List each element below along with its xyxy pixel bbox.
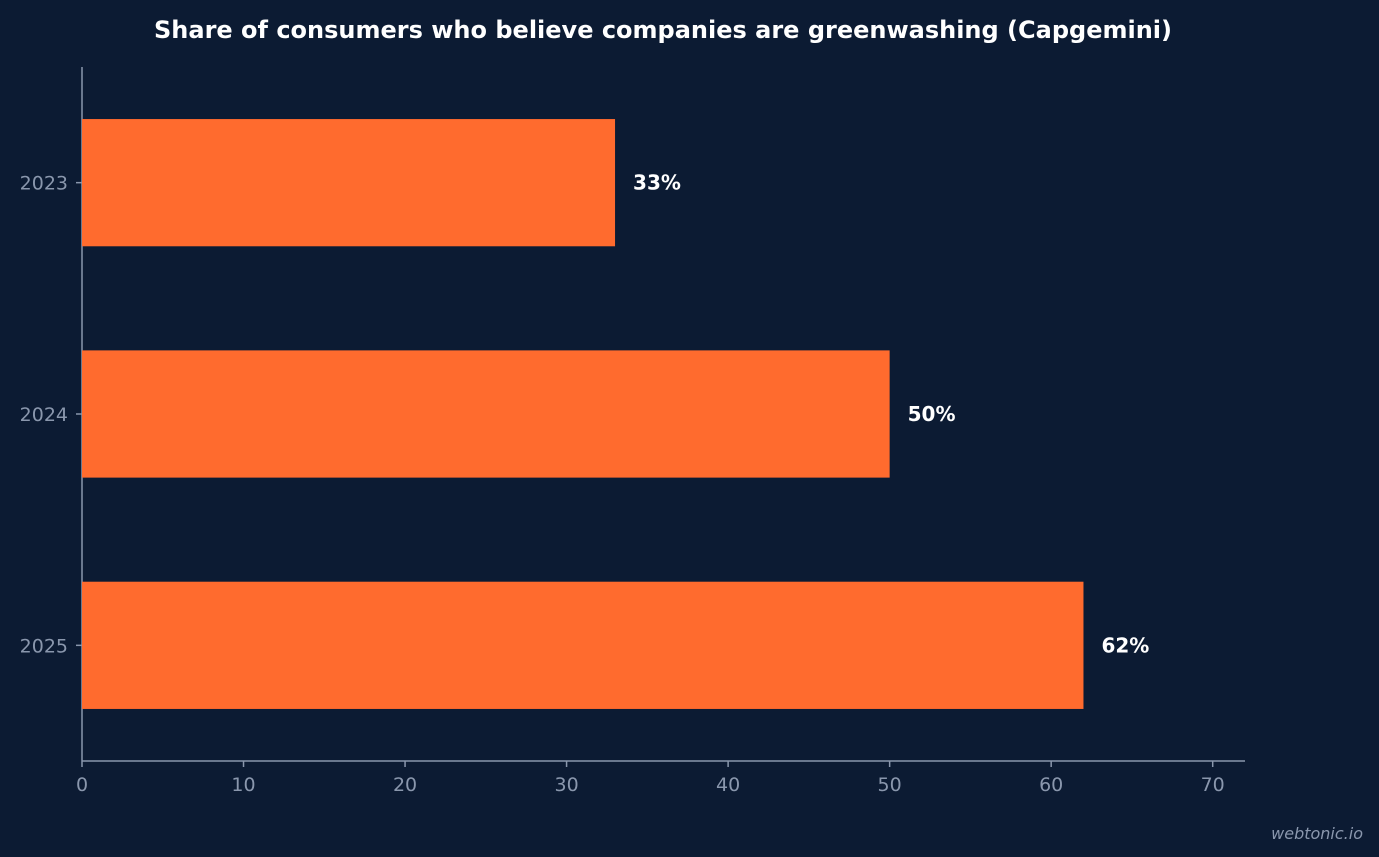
bar-2023 <box>82 119 616 247</box>
x-tick-label-60: 60 <box>1039 774 1063 796</box>
x-tick-label-10: 10 <box>231 774 255 796</box>
bars-layer: 33% 50% 62% <box>82 119 1149 709</box>
bar-2024 <box>82 350 890 478</box>
y-ticks-layer: 2023 2024 2025 <box>20 173 82 657</box>
y-tick-label-2023: 2023 <box>20 173 68 195</box>
x-tick-label-20: 20 <box>393 774 417 796</box>
x-tick-label-30: 30 <box>554 774 578 796</box>
x-tick-label-70: 70 <box>1201 774 1225 796</box>
watermark-text: webtonic.io <box>1271 824 1363 843</box>
x-tick-label-50: 50 <box>878 774 902 796</box>
chart-title: Share of consumers who believe companies… <box>154 16 1172 44</box>
x-tick-label-0: 0 <box>76 774 88 796</box>
x-ticks-layer: 0 10 20 30 40 50 60 70 <box>76 761 1225 796</box>
x-tick-label-40: 40 <box>716 774 740 796</box>
value-label-2023: 33% <box>633 171 681 195</box>
value-label-2024: 50% <box>908 402 956 426</box>
y-tick-label-2024: 2024 <box>20 404 68 426</box>
bar-2025 <box>82 581 1084 709</box>
value-label-2025: 62% <box>1101 633 1149 657</box>
y-tick-label-2025: 2025 <box>20 635 68 657</box>
